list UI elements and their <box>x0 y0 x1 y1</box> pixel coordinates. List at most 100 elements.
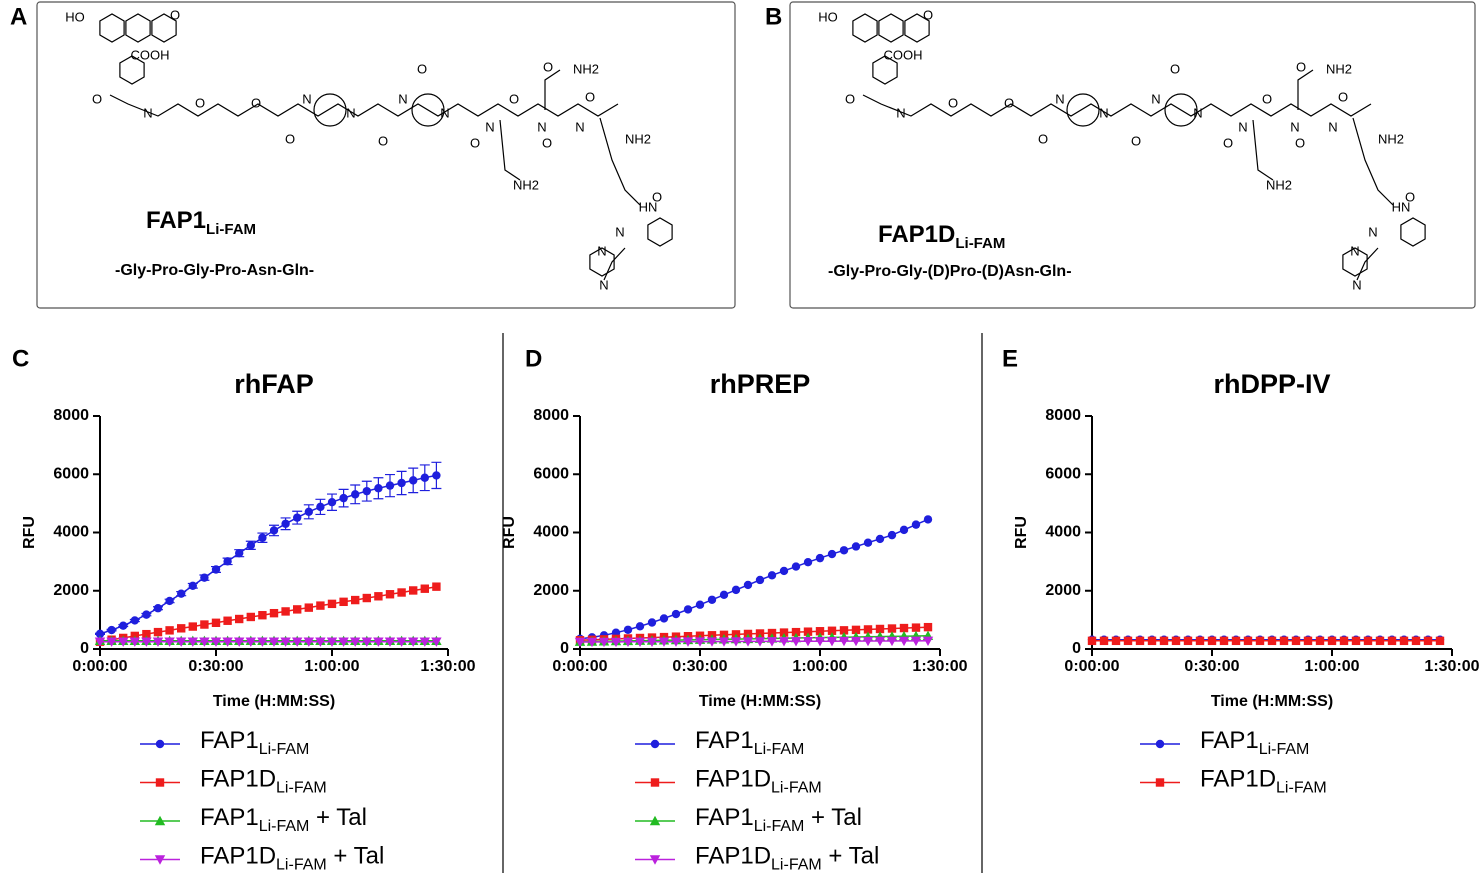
data-point <box>419 637 430 647</box>
ring <box>878 13 904 43</box>
data-point <box>235 548 244 558</box>
atom-label: O <box>470 135 480 150</box>
data-point <box>397 478 406 488</box>
atom-label: N <box>302 91 311 106</box>
atom-label: O <box>1295 135 1305 150</box>
data-point <box>635 622 645 631</box>
atom-label: N <box>143 105 152 120</box>
data-point <box>851 542 861 551</box>
structure-skeleton <box>99 13 673 281</box>
data-point <box>292 637 303 647</box>
legend-name: FAP1D <box>200 843 276 870</box>
data-point <box>165 626 174 635</box>
data-point <box>200 620 209 629</box>
data-point <box>743 580 753 590</box>
data-point <box>874 636 886 647</box>
atom-label: O <box>92 91 102 106</box>
legend-name: FAP1 <box>200 804 259 831</box>
pyrrolidine <box>411 93 445 127</box>
data-point <box>351 595 360 605</box>
legend-label: FAP1Li-FAM <box>200 727 309 758</box>
data-point <box>647 618 657 627</box>
y-tick-label: 6000 <box>53 465 89 482</box>
atom-label: N <box>597 243 606 258</box>
atom-label: N <box>1290 119 1299 134</box>
data-point <box>1087 636 1097 646</box>
atom-label: NH2 <box>1326 61 1352 76</box>
data-point <box>177 624 186 633</box>
data-point <box>316 601 325 610</box>
atom-label: O <box>948 95 958 110</box>
data-point <box>304 507 313 517</box>
data-point <box>338 637 349 647</box>
atom-label: HN <box>639 199 658 214</box>
atom-label: O <box>1296 59 1306 74</box>
legend-subscript: Li-FAM <box>276 857 327 873</box>
legend-subscript: Li-FAM <box>771 857 822 873</box>
data-point <box>293 513 302 522</box>
data-point <box>94 637 106 647</box>
data-point <box>779 566 789 576</box>
data-point <box>327 498 337 507</box>
atom-label: O <box>923 7 933 22</box>
y-axis-label: RFU <box>501 516 518 549</box>
atom-label: O <box>652 189 662 204</box>
data-point <box>862 636 874 647</box>
atom-label: O <box>285 131 295 146</box>
data-point <box>623 625 633 634</box>
x-tick-label: 0:00:00 <box>1064 658 1119 675</box>
data-point <box>767 628 777 638</box>
data-point <box>351 490 360 499</box>
side-chain <box>1252 69 1394 281</box>
data-point <box>923 622 933 632</box>
data-point <box>432 471 441 480</box>
data-point <box>187 637 198 647</box>
legend-suffix: + Tal <box>822 843 880 870</box>
ring <box>99 13 125 43</box>
data-point <box>199 637 210 647</box>
data-point <box>731 585 741 595</box>
x-tick-label: 0:00:00 <box>72 658 127 675</box>
ring <box>1400 217 1426 247</box>
y-tick-label: 2000 <box>533 582 569 599</box>
atom-label: O <box>1338 89 1348 104</box>
x-axis-label: Time (H:MM:SS) <box>1211 693 1333 710</box>
panel-label: A <box>10 3 27 30</box>
data-point <box>851 625 861 635</box>
data-point <box>803 627 813 636</box>
ring <box>872 55 898 85</box>
data-point <box>142 610 151 619</box>
data-point <box>409 476 418 485</box>
data-point <box>695 600 705 609</box>
atom-label: HN <box>1392 199 1411 214</box>
data-point <box>130 616 139 625</box>
compound-name-sub: Li-FAM <box>206 221 256 238</box>
data-point <box>269 608 279 618</box>
data-point <box>826 636 838 647</box>
legend-name: FAP1D <box>1200 766 1276 793</box>
data-point <box>315 637 326 647</box>
data-point <box>326 637 338 647</box>
atom-label: COOH <box>884 47 923 62</box>
atom-label: NH2 <box>625 131 651 146</box>
data-point <box>707 595 717 604</box>
data-point <box>327 599 337 609</box>
data-point <box>1255 636 1265 646</box>
data-point <box>362 593 371 603</box>
data-point <box>397 588 406 597</box>
atom-label: N <box>615 224 624 239</box>
x-tick-label: 0:00:00 <box>552 658 607 675</box>
ring <box>125 13 151 43</box>
structure-skeleton <box>852 13 1426 281</box>
data-point <box>152 637 164 647</box>
data-point <box>118 637 129 647</box>
data-point <box>766 637 778 647</box>
legend-marker <box>154 815 166 826</box>
atom-label: NH2 <box>573 61 599 76</box>
data-point <box>280 637 291 647</box>
data-point <box>814 636 826 647</box>
y-tick-label: 8000 <box>533 407 569 424</box>
legend-label: FAP1DLi-FAM <box>200 766 327 797</box>
